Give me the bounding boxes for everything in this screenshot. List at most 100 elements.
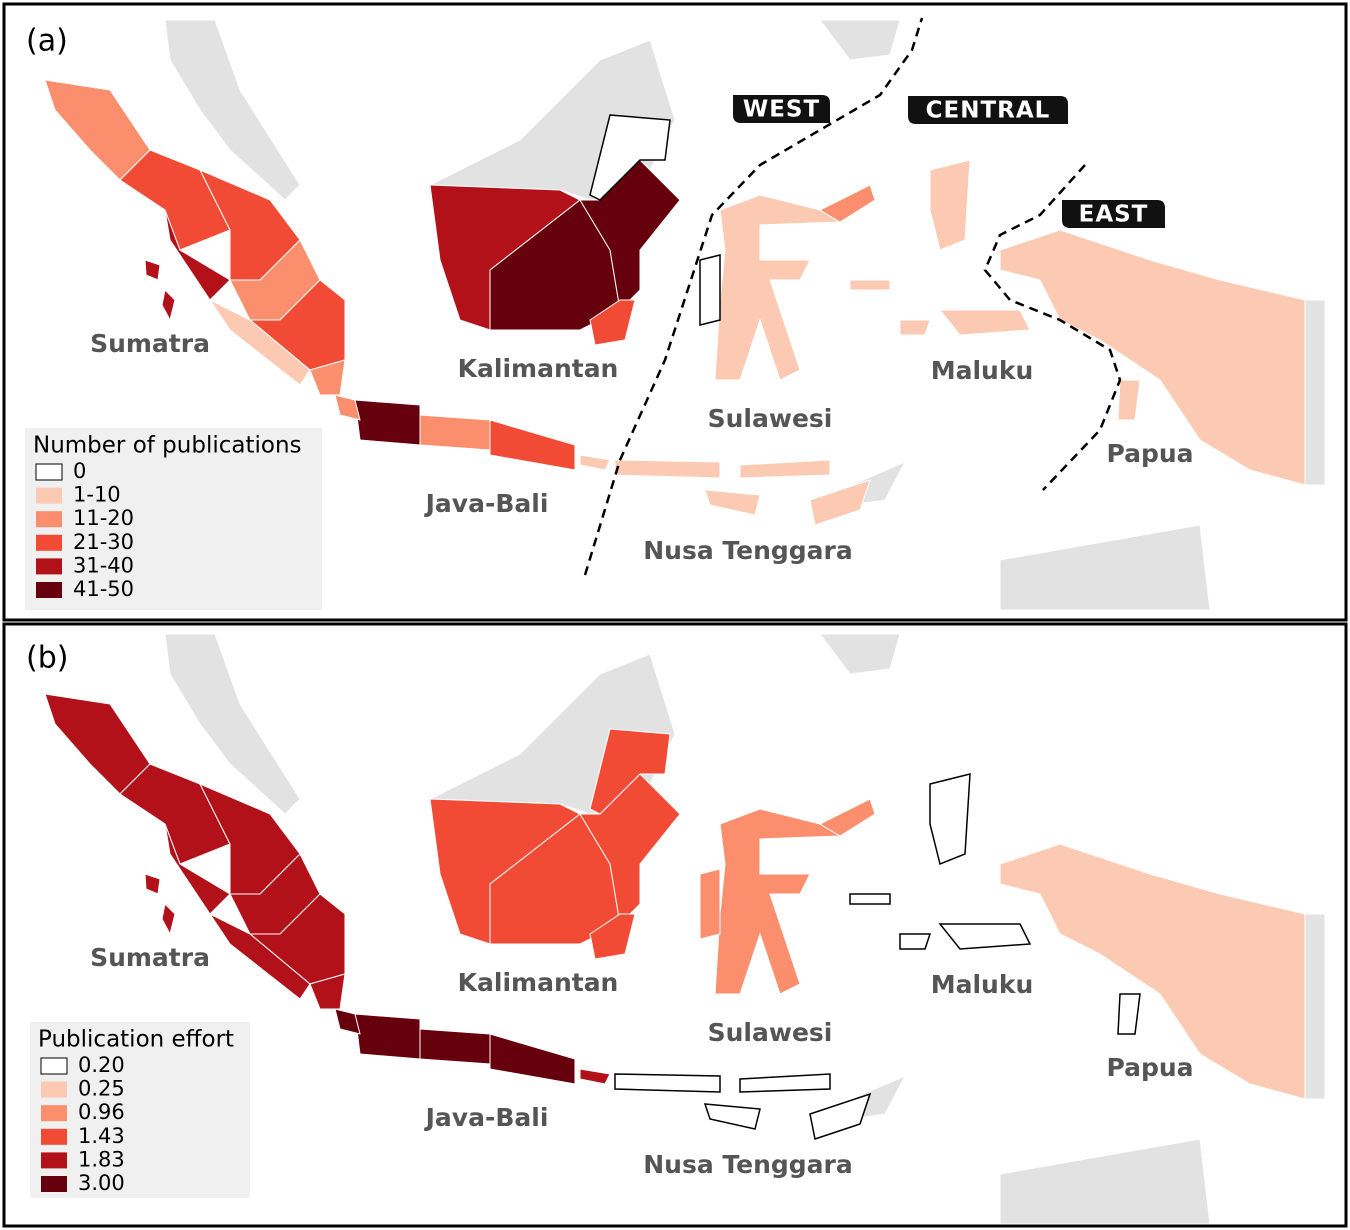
legend-label: 21-30	[73, 530, 134, 554]
panel-label: (b)	[26, 641, 68, 676]
province	[354, 399, 421, 446]
legend-swatch	[36, 534, 62, 551]
region-label: Java-Bali	[424, 1103, 549, 1132]
province	[489, 419, 576, 471]
province	[699, 254, 721, 326]
province	[161, 902, 176, 936]
province	[144, 259, 161, 281]
province	[999, 843, 1306, 1100]
zone-badge	[733, 95, 830, 123]
province	[334, 394, 361, 421]
province	[849, 893, 891, 905]
panel-label: (a)	[26, 24, 68, 59]
province	[208, 298, 311, 386]
legend-title: Number of publications	[33, 433, 302, 459]
province	[819, 19, 901, 61]
zone-label: CENTRAL	[926, 98, 1051, 124]
legend-swatch	[36, 511, 62, 528]
region-label: Papua	[1106, 439, 1193, 468]
province	[354, 1013, 421, 1060]
legend-label: 1-10	[73, 483, 121, 507]
province	[739, 459, 831, 479]
province	[818, 798, 876, 837]
zone-boundary	[583, 17, 924, 576]
province	[899, 319, 931, 336]
province	[589, 114, 671, 201]
region-label: Sulawesi	[708, 1018, 833, 1047]
legend-box	[25, 428, 322, 610]
zone-label: WEST	[743, 97, 820, 123]
province	[1304, 913, 1326, 1100]
province	[938, 923, 1032, 950]
province	[704, 489, 761, 516]
region-label: Nusa Tenggara	[643, 536, 853, 565]
province	[589, 299, 636, 346]
province	[161, 288, 176, 322]
province	[699, 868, 721, 940]
region-label: Sulawesi	[708, 404, 833, 433]
province	[614, 1073, 721, 1093]
zone-badge	[1062, 200, 1165, 228]
region-label: Sumatra	[90, 329, 210, 358]
province	[164, 209, 231, 301]
legend-title: Publication effort	[38, 1027, 234, 1053]
legend-label: 31-40	[73, 553, 134, 577]
legend-swatch	[36, 558, 62, 575]
province	[589, 913, 636, 960]
province	[703, 1103, 761, 1130]
zone-badge	[908, 96, 1068, 124]
legend-label: 41-50	[73, 577, 134, 601]
legend-swatch	[40, 1057, 68, 1075]
province	[938, 309, 1031, 336]
legend-swatch	[35, 463, 63, 481]
province	[309, 359, 346, 396]
province	[419, 1028, 491, 1065]
province	[899, 933, 932, 950]
legend-swatch	[36, 487, 62, 504]
legend-label: 0.25	[78, 1077, 125, 1101]
province	[164, 19, 301, 201]
province	[614, 459, 721, 479]
province	[849, 279, 891, 291]
region-label: Sumatra	[90, 943, 210, 972]
region-label: Kalimantan	[458, 354, 619, 383]
province	[739, 1073, 831, 1093]
zone-boundary	[983, 164, 1122, 491]
province	[208, 912, 311, 1000]
legend-label: 1.43	[78, 1124, 125, 1148]
province	[929, 773, 971, 866]
province	[999, 524, 1211, 611]
province	[999, 1138, 1211, 1225]
province	[144, 873, 161, 895]
legend-label: 1.83	[78, 1147, 125, 1171]
region-label: Kalimantan	[458, 968, 619, 997]
legend-swatch	[41, 1128, 67, 1145]
province	[809, 479, 871, 526]
legend-swatch	[36, 582, 62, 598]
zone-label: EAST	[1079, 202, 1149, 228]
province	[419, 414, 491, 451]
region-label: Papua	[1106, 1053, 1193, 1082]
legend-swatch	[41, 1152, 67, 1169]
region-label: Maluku	[931, 970, 1034, 999]
province	[579, 454, 611, 471]
province	[1304, 299, 1326, 486]
province	[819, 633, 901, 675]
legend-label: 0.96	[78, 1100, 125, 1124]
province	[309, 973, 346, 1010]
province	[1117, 379, 1141, 421]
province	[929, 159, 971, 251]
province	[164, 823, 231, 915]
province	[589, 728, 671, 815]
province	[334, 1008, 361, 1035]
legend-label: 11-20	[73, 506, 134, 530]
province	[579, 1068, 611, 1085]
province	[809, 1092, 872, 1140]
legend-label: 0	[73, 459, 86, 483]
province	[999, 229, 1306, 486]
province	[164, 633, 301, 815]
province	[818, 184, 876, 223]
panel: Sumatra Kalimantan Java-Bali Nusa Tenggara S…	[2, 622, 1348, 1228]
legend-swatch	[41, 1105, 67, 1122]
